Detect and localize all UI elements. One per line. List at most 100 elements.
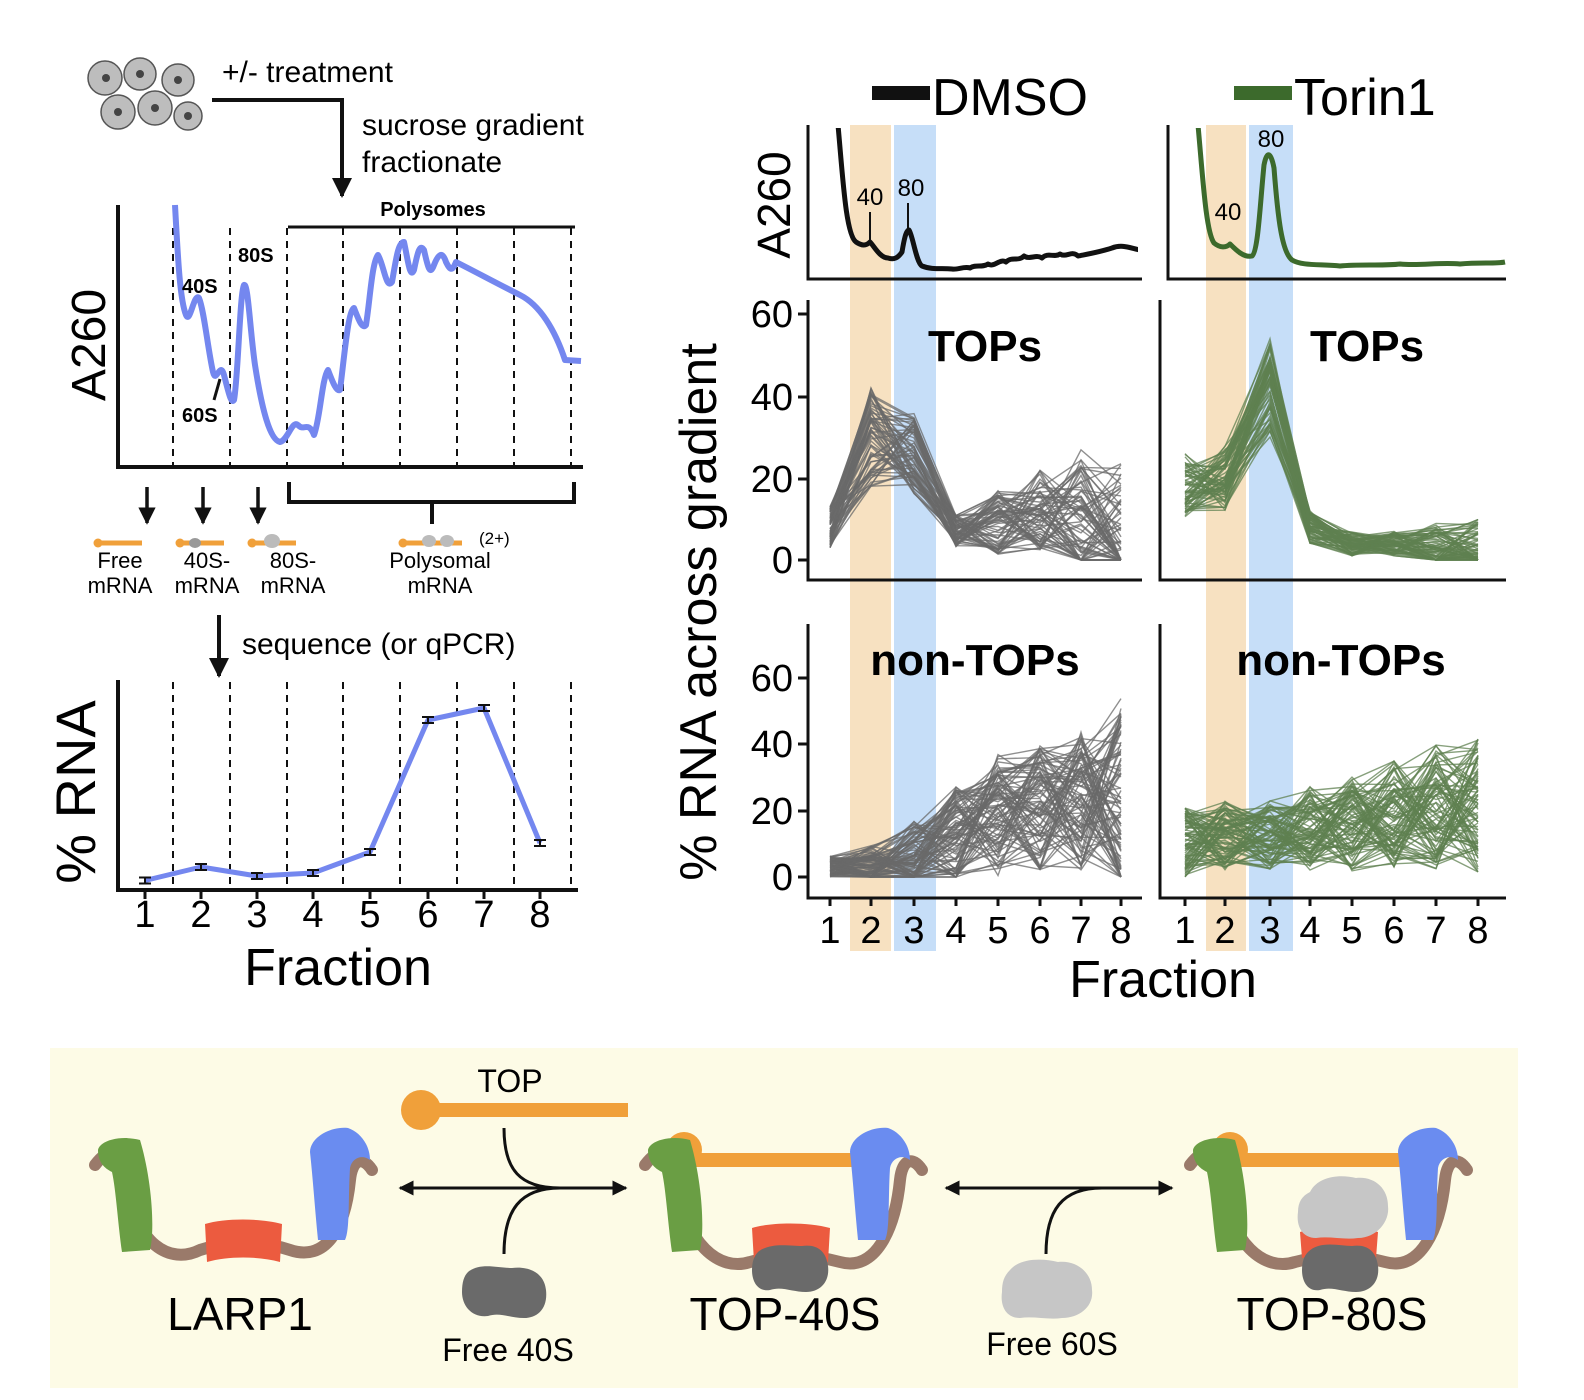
torin-peak-80-label: 80 xyxy=(1258,126,1285,153)
bin-poly-line1: Polysomal xyxy=(389,548,490,573)
rna-chart xyxy=(116,680,578,899)
rna-series-line xyxy=(144,705,543,883)
polysome-count-label: (2+) xyxy=(479,529,510,548)
x-tick-label: 3 xyxy=(1259,910,1280,952)
transcript-trace xyxy=(829,732,1122,878)
legend-torin-swatch xyxy=(1234,86,1292,100)
transcript-trace xyxy=(829,469,1121,561)
transcript-trace xyxy=(829,412,1122,561)
rna-xlabel: Fraction xyxy=(244,939,432,997)
top-40s-label: TOP-40S xyxy=(690,1288,881,1340)
x-tick-label: 7 xyxy=(1425,910,1446,952)
rna-x-tick-label: 2 xyxy=(190,894,211,936)
transcript-trace xyxy=(829,386,1122,551)
peak-80s-label: 80S xyxy=(238,245,274,267)
transcript-trace xyxy=(1184,757,1479,871)
sequence-label: sequence (or qPCR) xyxy=(242,628,515,661)
x-tick-label: 8 xyxy=(1110,910,1131,952)
transcript-trace xyxy=(829,418,1122,557)
panel-frames xyxy=(806,300,1506,900)
top-label: TOP xyxy=(477,1063,542,1099)
y-tick-label: 40 xyxy=(751,377,793,419)
x-tick-label: 2 xyxy=(860,910,881,952)
equilibrium-arrow-2 xyxy=(944,1180,1174,1255)
x-tick-label: 1 xyxy=(1174,910,1195,952)
transcript-trace xyxy=(829,395,1122,561)
transcript-trace xyxy=(829,431,1122,561)
transcript-trace xyxy=(829,418,1122,561)
x-tick-label: 1 xyxy=(819,910,840,952)
top-80s-label: TOP-80S xyxy=(1237,1288,1428,1340)
transcript-trace xyxy=(829,427,1122,559)
x-tick-label: 6 xyxy=(1029,910,1050,952)
transcript-trace xyxy=(1184,346,1479,561)
transcript-trace xyxy=(829,752,1122,871)
transcript-trace xyxy=(829,767,1122,878)
bin-free-line2: mRNA xyxy=(88,573,153,598)
transcript-trace xyxy=(829,747,1122,878)
bin-poly-line2: mRNA xyxy=(408,573,473,598)
transcript-trace xyxy=(1184,383,1479,561)
cells-icon xyxy=(87,57,203,131)
transcript-trace xyxy=(1184,775,1479,868)
top-40s-icon xyxy=(639,1127,928,1292)
rna-x-tick-label: 3 xyxy=(246,894,267,936)
transcript-trace xyxy=(829,750,1122,878)
bin-80s-line1: 80S- xyxy=(270,548,316,573)
a260-ylabel: A260 xyxy=(748,151,800,258)
peak-60s-pointer xyxy=(212,378,222,401)
rna-x-tick-label: 7 xyxy=(473,894,494,936)
y-tick-label: 20 xyxy=(751,459,793,501)
x-tick-label: 6 xyxy=(1383,910,1404,952)
transcript-trace xyxy=(1184,767,1479,871)
transcript-trace xyxy=(1184,790,1479,867)
transcript-trace xyxy=(829,434,1122,554)
rna-ylabel: % RNA xyxy=(44,700,107,884)
legend-dmso-swatch xyxy=(872,86,930,100)
y-tick-label: 60 xyxy=(751,658,793,700)
peak-60s-label: 60S xyxy=(182,405,218,427)
y-tick-label: 0 xyxy=(772,857,793,899)
treatment-arrow xyxy=(212,98,352,198)
transcript-trace xyxy=(1184,739,1479,832)
rna-x-tick-label: 1 xyxy=(134,894,155,936)
bin-80s-line2: mRNA xyxy=(261,573,326,598)
transcript-trace xyxy=(1184,755,1479,868)
x-tick-label: 2 xyxy=(1214,910,1235,952)
legend-torin-label: Torin1 xyxy=(1294,69,1436,127)
panel-tops-torin-title: TOPs xyxy=(1310,322,1424,371)
panel-nontops-dmso-title: non-TOPs xyxy=(870,636,1079,685)
transcript-trace xyxy=(1184,760,1479,832)
mrna-icons xyxy=(93,534,462,548)
rna-x-tick-label: 5 xyxy=(359,894,380,936)
right-xlabel: Fraction xyxy=(1069,951,1257,1009)
transcript-trace xyxy=(829,796,1122,869)
transcript-trace xyxy=(1184,429,1479,559)
bin-40s-line1: 40S- xyxy=(184,548,230,573)
transcript-trace xyxy=(829,738,1122,863)
transcript-trace xyxy=(829,420,1121,561)
free-40s-label: Free 40S xyxy=(442,1332,574,1368)
treatment-label: +/- treatment xyxy=(222,56,394,89)
profile-curve xyxy=(172,204,582,445)
profile-dmso xyxy=(806,125,1142,281)
transcript-trace xyxy=(1184,826,1479,869)
y-tick-label: 60 xyxy=(751,294,793,336)
y-tick-label: 20 xyxy=(751,791,793,833)
transcript-trace xyxy=(1184,777,1479,864)
bin-arrows xyxy=(138,482,576,525)
transcript-trace xyxy=(829,445,1122,561)
transcript-trace xyxy=(1184,399,1479,554)
free-40s-icon xyxy=(462,1266,547,1318)
transcript-trace xyxy=(1184,336,1479,555)
polysomes-label: Polysomes xyxy=(380,199,486,221)
transcript-trace xyxy=(1184,751,1479,865)
dmso-peak-40-label: 40 xyxy=(857,184,884,211)
panel-nontops-torin-title: non-TOPs xyxy=(1236,636,1445,685)
x-tick-label: 3 xyxy=(903,910,924,952)
y-tick-label: 40 xyxy=(751,724,793,766)
rna-x-tick-label: 4 xyxy=(302,894,323,936)
transcript-trace xyxy=(1184,759,1479,850)
larp1-label: LARP1 xyxy=(167,1288,313,1340)
x-tick-label: 8 xyxy=(1467,910,1488,952)
